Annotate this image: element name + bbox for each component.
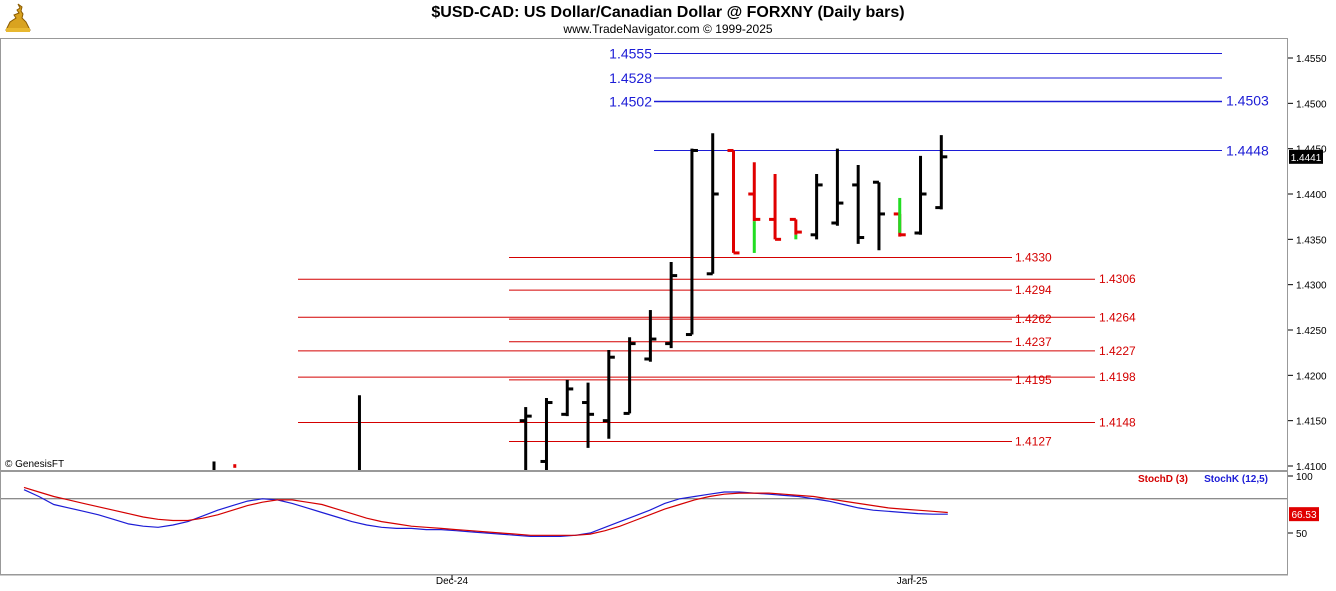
red-level-label: 1.4127 [1015,435,1052,449]
red-level-label: 1.4306 [1099,272,1136,286]
price-bar[interactable] [519,407,532,470]
blue-level-label: 1.4502 [609,94,652,110]
price-tick-label: 1.4550 [1296,54,1327,65]
price-bar[interactable] [582,382,595,448]
last-price-label: 1.4441 [1291,153,1322,164]
price-tick-label: 1.4400 [1296,190,1327,201]
price-panel [0,38,1288,471]
price-bar[interactable] [789,217,802,240]
price-bar[interactable] [831,148,844,226]
red-level-label: 1.4262 [1015,312,1052,326]
price-bar[interactable] [872,180,885,251]
red-level-label: 1.4294 [1015,283,1052,297]
chart-title: $USD-CAD: US Dollar/Canadian Dollar @ FO… [431,4,904,21]
blue-level-label: 1.4528 [609,70,652,86]
stoch-legend-k: StochK (12,5) [1204,474,1268,485]
x-tick-label: Dec-24 [436,576,469,587]
stoch-series-line [23,489,948,538]
price-tick-label: 1.4350 [1296,235,1327,246]
price-bar[interactable] [935,135,948,210]
price-bar[interactable] [748,162,761,253]
red-level-label: 1.4264 [1099,310,1136,324]
blue-level-label: 1.4555 [609,45,652,61]
price-bar[interactable] [644,310,657,362]
price-bar[interactable] [769,174,782,241]
price-bar[interactable] [665,262,678,349]
stoch-tick-label: 100 [1296,472,1313,483]
price-tick-label: 1.4250 [1296,326,1327,337]
red-level-label: 1.4330 [1015,250,1052,264]
price-tick-label: 1.4150 [1296,417,1327,428]
price-bar[interactable] [561,379,574,417]
price-bar[interactable] [602,349,615,439]
stoch-legend-d: StochD (3) [1138,474,1188,485]
price-bar[interactable] [623,337,636,415]
red-level-label: 1.4195 [1015,373,1052,387]
price-bar[interactable] [852,164,865,244]
blue-level-label: 1.4448 [1226,142,1269,158]
price-tick-label: 1.4500 [1296,99,1327,110]
x-tick-label: Jan-25 [897,576,928,587]
credit-label: © GenesisFT [5,459,64,470]
last-stoch-label: 66.53 [1291,510,1316,521]
red-level-label: 1.4227 [1099,344,1136,358]
last-stoch-badge [1289,507,1319,522]
price-tick-label: 1.4100 [1296,462,1327,473]
logo-icon [2,2,34,34]
red-level-label: 1.4198 [1099,370,1136,384]
price-tick-label: 1.4300 [1296,281,1327,292]
price-tick-label: 1.4200 [1296,371,1327,382]
red-level-label: 1.4237 [1015,335,1052,349]
blue-level-label: 1.4503 [1226,93,1269,109]
price-bar[interactable] [810,174,823,240]
stoch-series-line [23,486,948,536]
last-price-badge [1289,149,1323,164]
price-bar[interactable] [540,398,553,470]
stochastic-panel [0,471,1288,575]
chart-subtitle: www.TradeNavigator.com © 1999-2025 [562,22,772,36]
price-bar[interactable] [706,133,719,276]
price-bar[interactable] [893,197,906,237]
price-bar[interactable] [914,155,927,235]
price-bar[interactable] [727,148,740,255]
price-bar[interactable] [685,148,698,337]
stoch-tick-label: 50 [1296,529,1308,540]
red-level-label: 1.4148 [1099,415,1136,429]
